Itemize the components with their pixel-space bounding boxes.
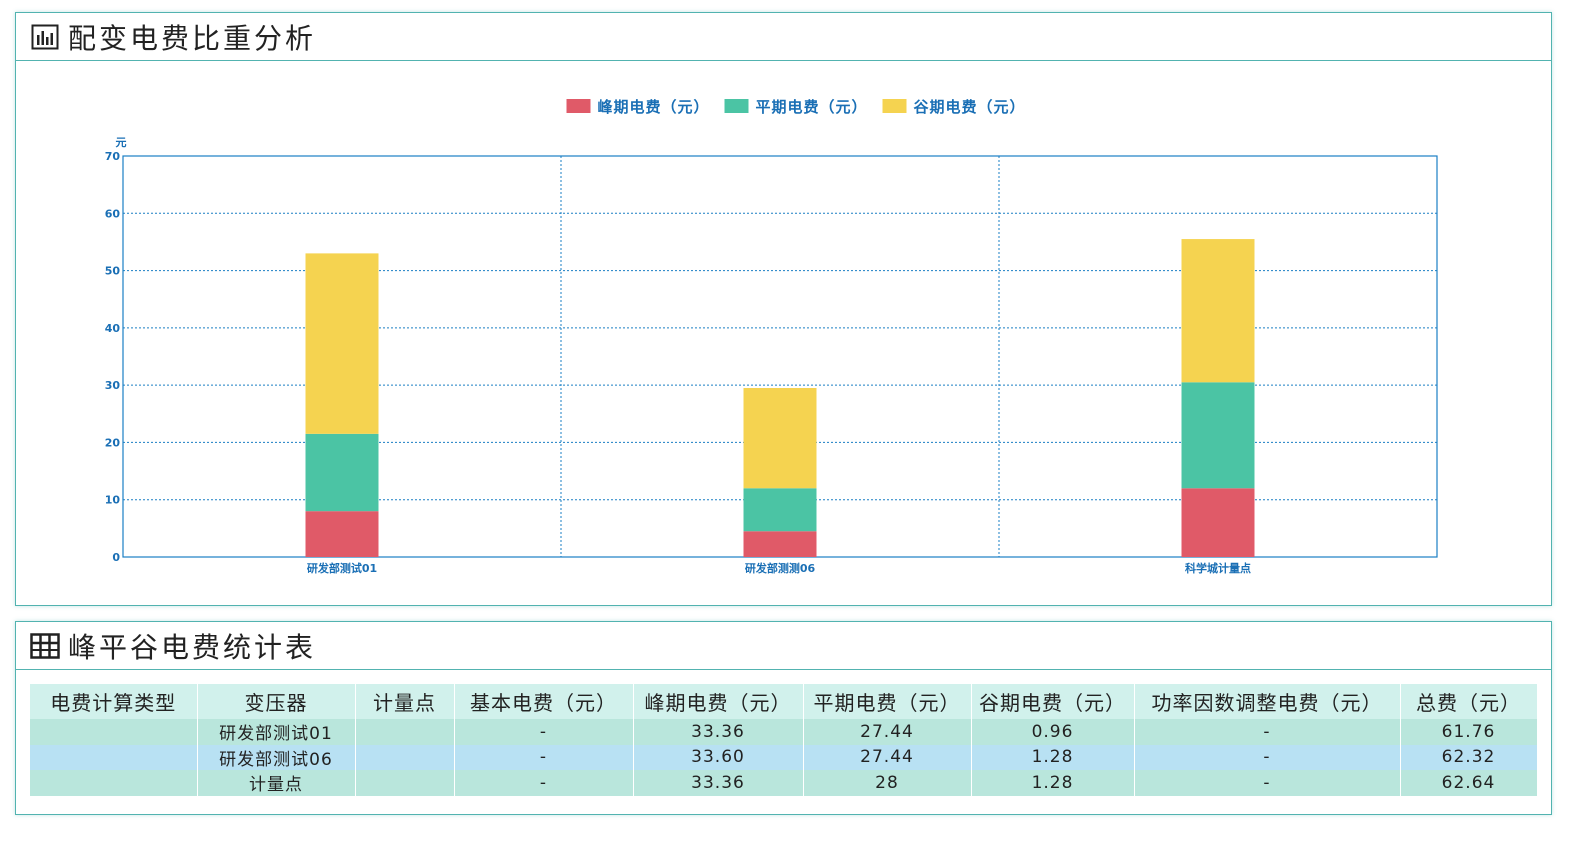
table-cell (30, 770, 198, 796)
table-cell: 27.44 (803, 719, 972, 745)
column-header: 总费（元） (1400, 684, 1538, 719)
table-cell: - (454, 770, 634, 796)
column-header: 谷期电费（元） (971, 684, 1135, 719)
legend-swatch (724, 99, 749, 113)
column-header: 功率因数调整电费（元） (1134, 684, 1401, 719)
y-tick-label: 50 (105, 265, 121, 278)
table-cell: - (454, 744, 634, 770)
legend-label: 谷期电费（元） (914, 98, 1026, 116)
legend-swatch (882, 99, 907, 113)
y-axis-label: 元 (116, 136, 127, 149)
bar-segment (305, 433, 379, 512)
column-header: 计量点 (355, 684, 455, 719)
legend-label: 平期电费（元） (756, 98, 868, 116)
column-header: 电费计算类型 (30, 684, 198, 719)
x-tick-label: 研发部测测06 (745, 561, 816, 575)
table-row[interactable]: 研发部测试06 - 33.60 27.44 1.28 - 62.32 (30, 744, 1538, 770)
table-cell: 研发部测试01 (197, 719, 356, 745)
table-cell (30, 744, 198, 770)
table-panel: 峰平谷电费统计表 电费计算类型 变压器 计量点 基本电费（元） 峰期电费（元） … (15, 621, 1552, 815)
column-header: 变压器 (197, 684, 356, 719)
table-panel-title: 峰平谷电费统计表 (68, 630, 317, 664)
column-header: 平期电费（元） (803, 684, 972, 719)
bar-segment (305, 511, 379, 557)
y-tick-label: 10 (105, 494, 121, 507)
table-cell: 61.76 (1400, 719, 1538, 745)
chart-panel-header: 配变电费比重分析 (16, 13, 1551, 61)
table-cell (355, 770, 455, 796)
table-panel-header: 峰平谷电费统计表 (16, 622, 1551, 670)
legend-label: 峰期电费（元） (598, 98, 710, 116)
table-cell (355, 719, 455, 745)
table-cell: 27.44 (803, 744, 972, 770)
table-cell: 28 (803, 770, 972, 796)
bar-chart-icon (30, 22, 60, 52)
stats-table: 电费计算类型 变压器 计量点 基本电费（元） 峰期电费（元） 平期电费（元） 谷… (30, 684, 1538, 796)
y-tick-label: 20 (105, 436, 121, 449)
table-cell: - (1134, 744, 1401, 770)
bar-segment (743, 388, 817, 489)
table-row[interactable]: 计量点 - 33.36 28 1.28 - 62.64 (30, 770, 1538, 796)
y-tick-label: 60 (105, 207, 121, 220)
table-cell: 33.60 (633, 744, 804, 770)
column-header: 峰期电费（元） (633, 684, 804, 719)
chart-panel: 配变电费比重分析 0 10 20 30 40 50 60 70 元研发部测试01 研发部测测06 科… (15, 12, 1552, 606)
table-cell (30, 719, 198, 745)
y-tick-label: 70 (105, 150, 121, 163)
chart-panel-title: 配变电费比重分析 (68, 21, 317, 55)
bar-segment (743, 531, 817, 557)
x-tick-label: 科学城计量点 (1185, 561, 1251, 575)
table-cell: - (1134, 770, 1401, 796)
table-cell: - (1134, 719, 1401, 745)
column-header: 基本电费（元） (454, 684, 634, 719)
y-tick-label: 0 (112, 551, 120, 564)
table-cell: 62.32 (1400, 744, 1538, 770)
table-cell: 0.96 (971, 719, 1135, 745)
y-tick-label: 30 (105, 379, 121, 392)
bar-segment (305, 253, 379, 434)
table-cell: - (454, 719, 634, 745)
table-cell: 计量点 (197, 770, 356, 796)
table-cell: 33.36 (633, 719, 804, 745)
table-cell (355, 744, 455, 770)
table-cell: 1.28 (971, 770, 1135, 796)
bar-segment (1181, 382, 1255, 489)
table-cell: 33.36 (633, 770, 804, 796)
bar-segment (743, 488, 817, 532)
stats-table-wrapper: 电费计算类型 变压器 计量点 基本电费（元） 峰期电费（元） 平期电费（元） 谷… (30, 684, 1538, 796)
x-tick-label: 研发部测试01 (307, 561, 377, 575)
bar-segment (1181, 239, 1255, 383)
table-cell: 研发部测试06 (197, 744, 356, 770)
table-row[interactable]: 研发部测试01 - 33.36 27.44 0.96 - 61.76 (30, 719, 1538, 745)
bar-segment (1181, 488, 1255, 557)
table-cell: 1.28 (971, 744, 1135, 770)
table-header-row: 电费计算类型 变压器 计量点 基本电费（元） 峰期电费（元） 平期电费（元） 谷… (30, 684, 1538, 719)
y-tick-label: 40 (105, 322, 121, 335)
legend-swatch (566, 99, 591, 113)
table-cell: 62.64 (1400, 770, 1538, 796)
table-grid-icon (30, 631, 60, 661)
